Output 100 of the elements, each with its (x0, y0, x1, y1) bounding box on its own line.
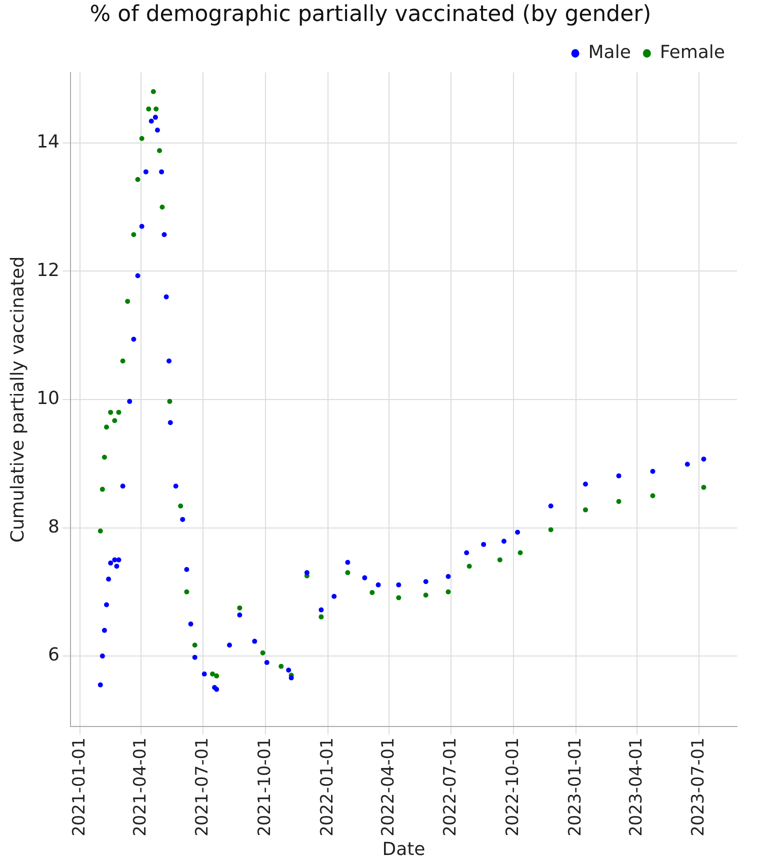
point (481, 542, 486, 547)
point (139, 224, 144, 229)
point (362, 575, 368, 580)
point (304, 570, 310, 576)
point (501, 538, 506, 544)
point (286, 668, 292, 673)
point (237, 605, 242, 610)
point (98, 682, 103, 688)
point (701, 456, 706, 462)
legend-label: Male (588, 42, 631, 64)
x-axis-title: Date (382, 838, 426, 860)
point (192, 642, 198, 648)
point (616, 473, 622, 478)
point (345, 570, 350, 576)
x-tick-label: 2023-01-01 (565, 738, 586, 836)
x-tick-label: 2022-10-01 (502, 738, 523, 836)
point (188, 621, 194, 626)
y-tick-label: 10 (36, 388, 60, 410)
point (108, 560, 114, 566)
point (446, 574, 451, 580)
point (515, 530, 520, 535)
point (318, 607, 324, 612)
point (102, 628, 107, 633)
point (423, 579, 428, 584)
point (148, 118, 154, 124)
point (260, 650, 266, 656)
point (112, 557, 118, 562)
point (252, 638, 258, 644)
point (210, 672, 215, 677)
point (202, 672, 207, 677)
point (143, 169, 148, 174)
point (582, 507, 588, 512)
x-tick-label: 2023-07-01 (688, 738, 708, 836)
point (446, 589, 451, 594)
x-tick-label: 2021-07-01 (192, 738, 212, 836)
legend-label: Female (660, 42, 726, 64)
point (157, 148, 162, 154)
x-tick-label: 2022-04-01 (378, 738, 399, 836)
point (166, 358, 172, 364)
point (114, 564, 120, 569)
point (548, 527, 554, 532)
point (396, 582, 402, 588)
point (184, 566, 190, 572)
point (278, 664, 284, 669)
point (214, 673, 220, 678)
point (150, 89, 156, 94)
point (146, 106, 152, 112)
point (288, 675, 294, 680)
point (102, 454, 107, 460)
point (376, 582, 381, 588)
point (318, 614, 324, 620)
y-axis-title: Cumulative partially vaccinated (7, 256, 28, 543)
point (548, 503, 554, 508)
x-tick-label: 2021-04-01 (130, 738, 151, 836)
point (116, 410, 122, 415)
point (135, 177, 140, 182)
y-tick-label: 14 (36, 132, 60, 153)
point (168, 420, 173, 426)
point (701, 484, 706, 490)
point (464, 550, 470, 556)
point (106, 576, 112, 582)
point (370, 590, 375, 596)
point (184, 589, 190, 594)
point (131, 232, 136, 238)
point (650, 493, 656, 498)
point (100, 654, 105, 659)
y-tick-label: 12 (36, 260, 60, 281)
x-tick-label: 2023-04-01 (626, 738, 647, 836)
point (139, 136, 144, 141)
point (180, 516, 186, 522)
point (135, 273, 140, 278)
point (192, 654, 198, 660)
point (582, 482, 588, 487)
point (237, 612, 242, 618)
point (160, 204, 165, 210)
point (264, 660, 270, 665)
point (164, 294, 169, 300)
point (108, 410, 114, 415)
point (152, 114, 158, 120)
x-tick-label: 2021-01-01 (69, 738, 90, 836)
point (116, 557, 122, 562)
point (120, 484, 126, 489)
point (466, 564, 472, 569)
point (125, 298, 130, 304)
point (104, 424, 110, 430)
point (131, 336, 136, 342)
point (98, 528, 103, 534)
point (518, 550, 523, 556)
point (167, 398, 172, 404)
point (154, 128, 160, 133)
point (178, 503, 184, 508)
point (162, 232, 167, 238)
point (396, 595, 402, 600)
point (100, 486, 105, 492)
point (345, 560, 350, 565)
point (226, 642, 232, 648)
point (159, 169, 164, 174)
x-tick-label: 2021-10-01 (254, 738, 275, 836)
y-tick-label: 8 (48, 516, 60, 538)
point (684, 462, 690, 467)
